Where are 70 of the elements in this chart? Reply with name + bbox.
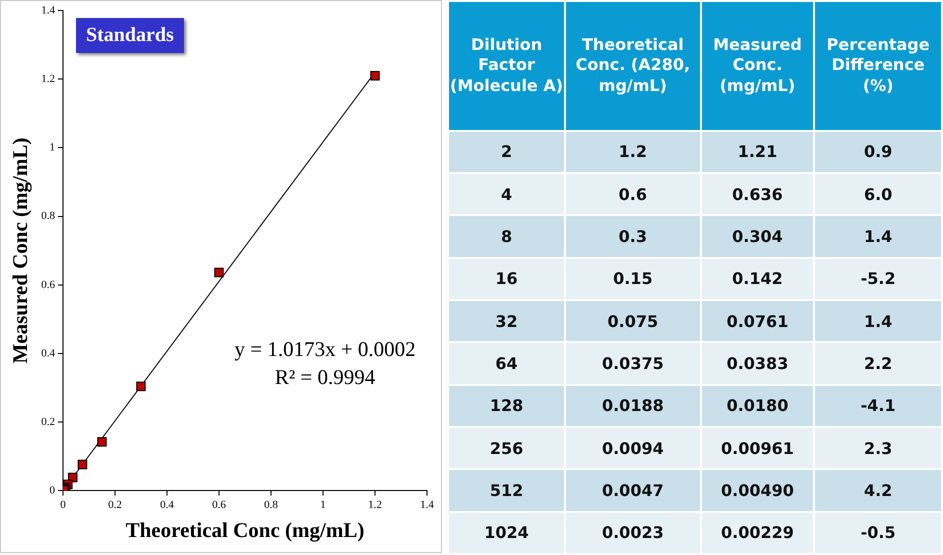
category-label: 2 [449, 132, 564, 172]
data-label: 0.0047 [566, 470, 700, 511]
text: Standards [76, 18, 184, 53]
data-label: -5.2 [815, 258, 941, 299]
text: Theoretical Conc. (A280, mg/mL) [566, 2, 700, 130]
y-tick-label: 0.6 [41, 278, 56, 291]
category-label: 64 [449, 343, 564, 384]
data-label: 0.075 [566, 300, 700, 342]
point [136, 382, 146, 392]
y-tick-label: 0.4 [41, 347, 56, 360]
category-label: 8 [449, 216, 564, 257]
data-label: 2.2 [815, 343, 941, 384]
data-label: 0.00229 [702, 512, 814, 553]
data-label: 0.0383 [702, 343, 814, 384]
data-label: 0.0023 [566, 512, 700, 553]
data-label: 0.3 [566, 216, 700, 257]
text: Dilution Factor (Molecule A) [449, 2, 564, 130]
category-label: 128 [449, 386, 564, 426]
data-label: 0.636 [702, 174, 814, 214]
data-label: -4.1 [815, 386, 941, 426]
x-tick-label: 1.2 [368, 499, 382, 512]
text: Measured Conc. (mg/mL) [702, 2, 814, 130]
category-label: 512 [449, 470, 564, 511]
category-label: 256 [449, 428, 564, 468]
data-label: 0.9 [815, 132, 941, 172]
y-tick-label: 0.2 [41, 416, 55, 428]
data-label: -0.5 [815, 512, 941, 553]
data-label: 0.304 [702, 216, 814, 257]
data-label: 2.3 [815, 428, 941, 468]
category-label: 4 [449, 174, 564, 214]
point [78, 460, 88, 470]
x-tick-label: 1.4 [420, 499, 434, 512]
data-label: 0.0180 [702, 386, 814, 426]
annotation: y = 1.0173x + 0.0002 [234, 337, 416, 362]
x-tick-label: 0.4 [160, 499, 174, 512]
y-tick-label: 0.8 [41, 210, 56, 222]
y-tick-label: 1.4 [41, 4, 56, 16]
category-label: 1024 [449, 512, 564, 553]
point [370, 71, 380, 80]
y-axis-title: Measured Conc (mg/mL) [8, 138, 32, 364]
x-tick-label: 0.2 [108, 499, 122, 512]
category-label: 32 [449, 300, 564, 342]
data-label: 1.21 [702, 132, 814, 172]
x-tick-label: 0 [60, 499, 66, 512]
text: Percentage Difference (%) [815, 2, 941, 130]
data-label: 1.4 [815, 216, 941, 257]
y-tick-label: 1 [49, 142, 55, 154]
data-label: 0.00961 [702, 428, 814, 468]
data-label: 1.2 [566, 132, 700, 172]
x-tick-label: 0.8 [264, 499, 278, 512]
data-label: 0.0094 [566, 428, 700, 468]
annotation: R² = 0.9994 [274, 365, 376, 390]
point [214, 268, 224, 278]
data-label: 6.0 [815, 174, 941, 214]
data-label: 0.142 [702, 258, 814, 299]
category-label: 16 [449, 258, 564, 299]
x-tick-label: 0.6 [212, 499, 226, 512]
x-tick-label: 1 [320, 499, 326, 512]
data-label: 0.6 [566, 174, 700, 214]
x-axis-title: Theoretical Conc (mg/mL) [126, 518, 364, 542]
data-label: 1.4 [815, 300, 941, 342]
data-label: 0.0375 [566, 343, 700, 384]
data-label: 0.00490 [702, 470, 814, 511]
data-label: 0.0188 [566, 386, 700, 426]
data-label: 4.2 [815, 470, 941, 511]
y-tick-label: 1.2 [41, 73, 55, 86]
y-tick-label: 0 [49, 484, 56, 496]
data-label: 0.15 [566, 258, 700, 299]
data-label: 0.0761 [702, 300, 814, 342]
point [97, 437, 107, 447]
